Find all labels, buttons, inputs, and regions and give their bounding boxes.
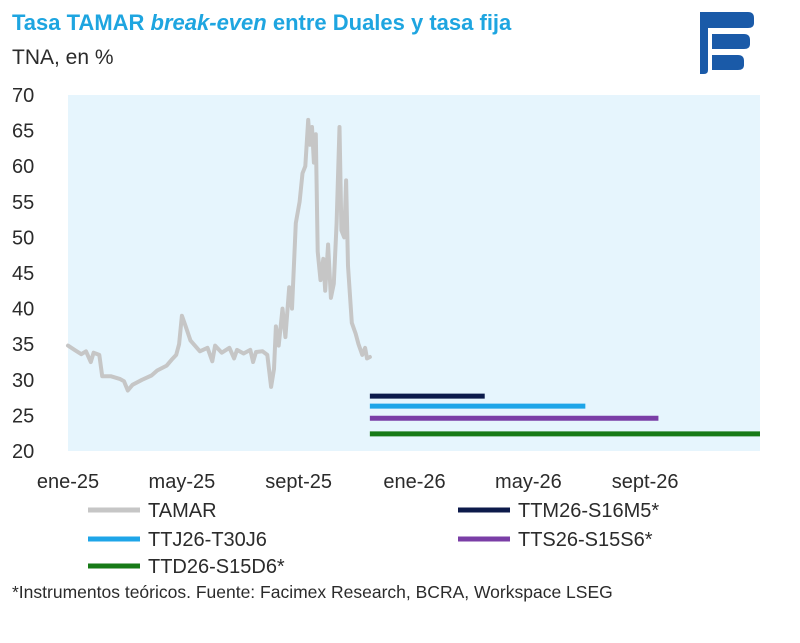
y-tick-label: 30 [12, 370, 34, 392]
x-tick-label: ene-25 [37, 471, 99, 493]
legend-label-ttm26-s16m5: TTM26-S16M5* [518, 500, 659, 522]
chart-subtitle: TNA, en % [12, 46, 114, 69]
footnote: *Instrumentos teóricos. Fuente: Facimex … [12, 582, 613, 602]
series-layer [66, 117, 760, 437]
y-tick-label: 25 [12, 405, 34, 427]
title-part-1: Tasa TAMAR [12, 10, 151, 35]
x-tick-label: may-25 [149, 471, 216, 493]
chart: 20 25 30 35 40 45 50 55 60 65 70 ene-25 may-25 sept-… [12, 85, 760, 575]
plot-area [68, 95, 760, 451]
legend-label-ttj26-t30j6: TTJ26-T30J6 [148, 529, 267, 551]
legend-label-ttd26-s15d6: TTD26-S15D6* [148, 556, 285, 575]
facimex-logo-icon [700, 12, 754, 74]
legend: TAMAR TTM26-S16M5* TTJ26-T30J6 TTS26-S15S6*… [88, 500, 659, 575]
title-part-2: entre Duales y tasa fija [266, 10, 512, 35]
y-tick-label: 35 [12, 334, 34, 356]
y-tick-label: 70 [12, 85, 34, 107]
y-axis: 20 25 30 35 40 45 50 55 60 65 70 [12, 85, 34, 463]
y-tick-label: 45 [12, 263, 34, 285]
series-line-tamar [66, 117, 372, 393]
chart-title: Tasa TAMAR break-even entre Duales y tas… [12, 10, 511, 36]
y-tick-label: 50 [12, 227, 34, 249]
y-tick-label: 40 [12, 299, 34, 321]
y-tick-label: 20 [12, 441, 34, 463]
y-tick-label: 60 [12, 156, 34, 178]
y-tick-label: 65 [12, 121, 34, 143]
x-tick-label: sept-25 [265, 471, 332, 493]
title-italic: break-even [150, 10, 267, 35]
x-tick-label: sept-26 [612, 471, 679, 493]
y-tick-label: 55 [12, 192, 34, 214]
x-axis: ene-25 may-25 sept-25 ene-26 may-26 sept-26 [37, 471, 679, 493]
x-tick-label: ene-26 [383, 471, 445, 493]
legend-label-tts26-s15s6: TTS26-S15S6* [518, 529, 653, 551]
x-tick-label: may-26 [495, 471, 562, 493]
legend-label-tamar: TAMAR [148, 500, 217, 522]
